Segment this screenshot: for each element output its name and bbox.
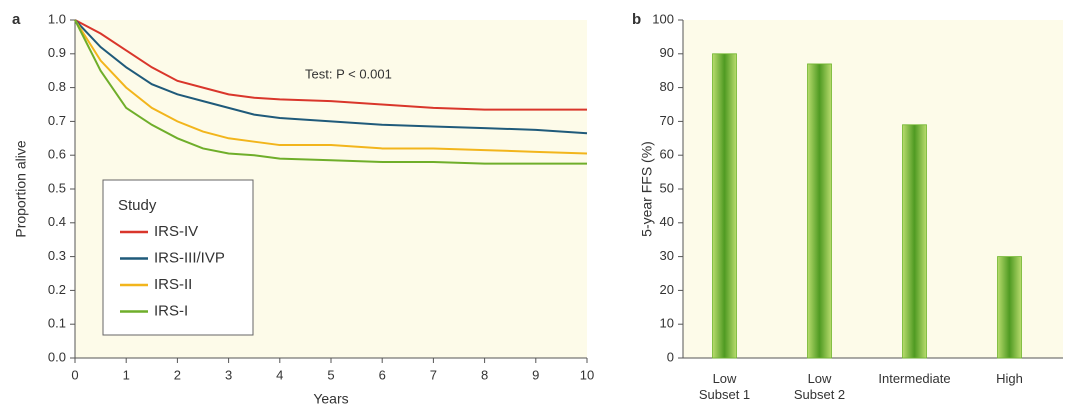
x-tick-label: 0: [71, 367, 78, 382]
y-tick-label: 20: [660, 282, 674, 297]
y-tick-label: 90: [660, 45, 674, 60]
x-tick-label: High: [996, 371, 1023, 386]
y-tick-label: 0.5: [48, 180, 66, 195]
legend-label: IRS-IV: [154, 223, 198, 240]
y-tick-label: 0.0: [48, 349, 66, 364]
bar: [998, 257, 1022, 358]
bar: [808, 64, 832, 358]
panel-label: a: [12, 11, 21, 28]
y-tick-label: 0: [667, 349, 674, 364]
bar: [713, 54, 737, 358]
legend-title: Study: [118, 197, 157, 214]
y-tick-label: 50: [660, 180, 674, 195]
y-tick-label: 70: [660, 113, 674, 128]
annotation: Test: P < 0.001: [305, 66, 392, 81]
legend-label: IRS-I: [154, 302, 188, 319]
x-tick-label: 6: [379, 367, 386, 382]
y-tick-label: 40: [660, 214, 674, 229]
y-tick-label: 0.9: [48, 45, 66, 60]
y-axis-label: 5-year FFS (%): [639, 141, 655, 237]
x-tick-label: 2: [174, 367, 181, 382]
y-tick-label: 60: [660, 147, 674, 162]
figure: a Proportion alive 0.0 0.1 0.2 0.3 0.4 0.5 0.6 0.…: [0, 0, 1070, 410]
x-tick-label: 8: [481, 367, 488, 382]
y-tick-label: 80: [660, 79, 674, 94]
y-tick-label: 0.1: [48, 316, 66, 331]
y-tick-label: 100: [652, 11, 674, 26]
x-tick-label: Intermediate: [878, 371, 950, 386]
y-tick-label: 1.0: [48, 11, 66, 26]
y-tick-label: 10: [660, 316, 674, 331]
y-tick-label: 0.7: [48, 113, 66, 128]
y-tick-label: 30: [660, 248, 674, 263]
x-tick-label: 10: [580, 367, 594, 382]
x-axis-label: Years: [313, 391, 348, 407]
y-tick-label: 0.4: [48, 214, 66, 229]
x-tick-label: 7: [430, 367, 437, 382]
x-tick-label: 1: [123, 367, 130, 382]
y-tick-label: 0.6: [48, 147, 66, 162]
x-tick-label: 9: [532, 367, 539, 382]
y-tick-label: 0.2: [48, 282, 66, 297]
bar: [903, 125, 927, 358]
legend-label: IRS-II: [154, 276, 192, 293]
y-axis-label: Proportion alive: [13, 140, 29, 237]
y-tick-label: 0.8: [48, 79, 66, 94]
x-tick-label: 4: [276, 367, 283, 382]
y-tick-label: 0.3: [48, 248, 66, 263]
x-tick-label: 3: [225, 367, 232, 382]
x-tick-label: 5: [327, 367, 334, 382]
legend-label: IRS-III/IVP: [154, 249, 225, 266]
panel-label: b: [632, 11, 641, 28]
